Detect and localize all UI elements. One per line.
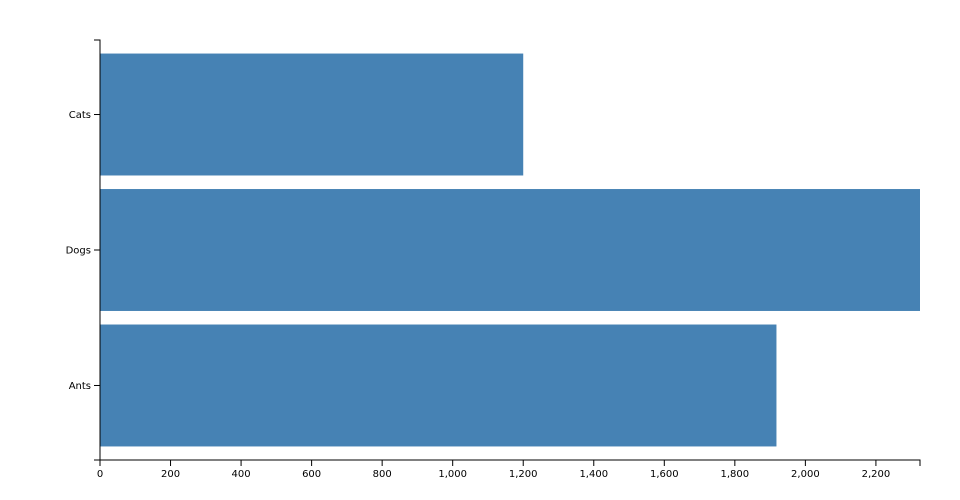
x-tick-label: 2,200 [862,469,891,480]
bar [100,324,777,447]
x-tick-label: 1,200 [509,469,538,480]
y-axis [94,39,101,461]
x-tick-label: 1,000 [438,469,467,480]
y-tick-label: Cats [69,110,91,121]
bar [100,189,920,311]
x-tick-label: 1,600 [650,469,679,480]
y-tick-label: Ants [69,381,91,392]
y-tick-label: Dogs [66,246,91,257]
x-tick-label: 0 [97,469,103,480]
x-tick-label: 1,400 [579,469,608,480]
x-tick-label: 2,000 [791,469,820,480]
x-tick-label: 800 [373,469,392,480]
x-tick-label: 200 [161,469,180,480]
x-axis [99,459,921,466]
x-tick-label: 1,800 [721,469,750,480]
x-tick-label: 400 [232,469,251,480]
x-tick-label: 600 [302,469,321,480]
bar [100,53,524,176]
